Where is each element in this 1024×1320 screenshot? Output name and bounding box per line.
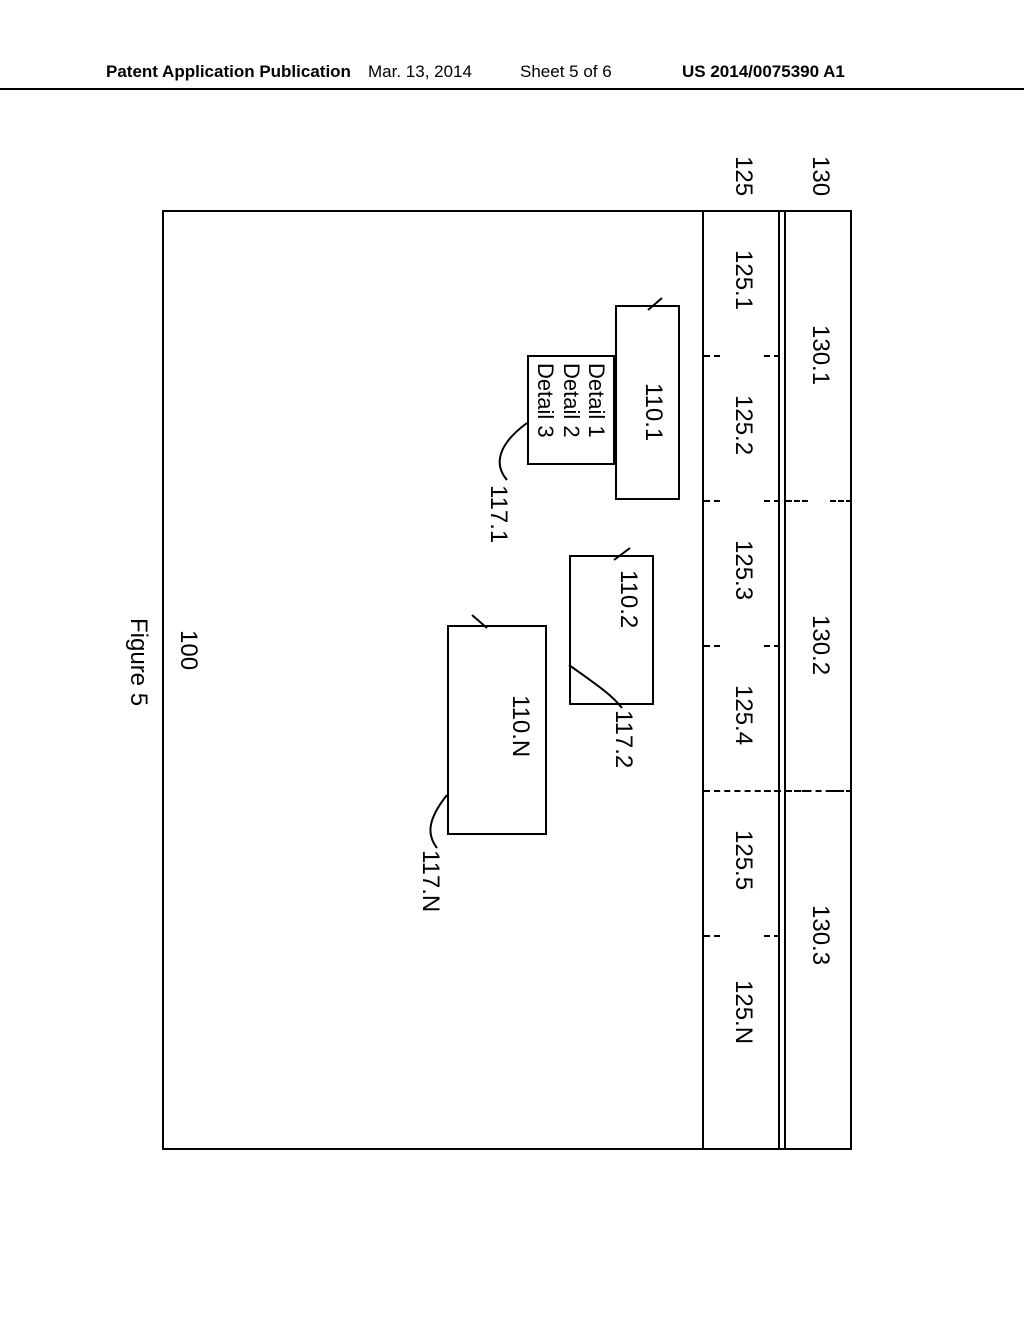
header-date: Mar. 13, 2014	[368, 62, 472, 82]
header-left: Patent Application Publication	[106, 62, 351, 82]
figure-caption: Figure 5	[124, 618, 152, 706]
diagram-rotated-wrap: 130.1130.2130.3 125.1125.2125.3125.4125.…	[132, 130, 892, 1190]
header-pubno: US 2014/0075390 A1	[682, 62, 845, 82]
diagram: 130.1130.2130.3 125.1125.2125.3125.4125.…	[132, 130, 892, 1190]
header-sheet: Sheet 5 of 6	[520, 62, 612, 82]
row-divider-130-125	[778, 210, 780, 1150]
page-header: Patent Application Publication Mar. 13, …	[0, 62, 1024, 90]
